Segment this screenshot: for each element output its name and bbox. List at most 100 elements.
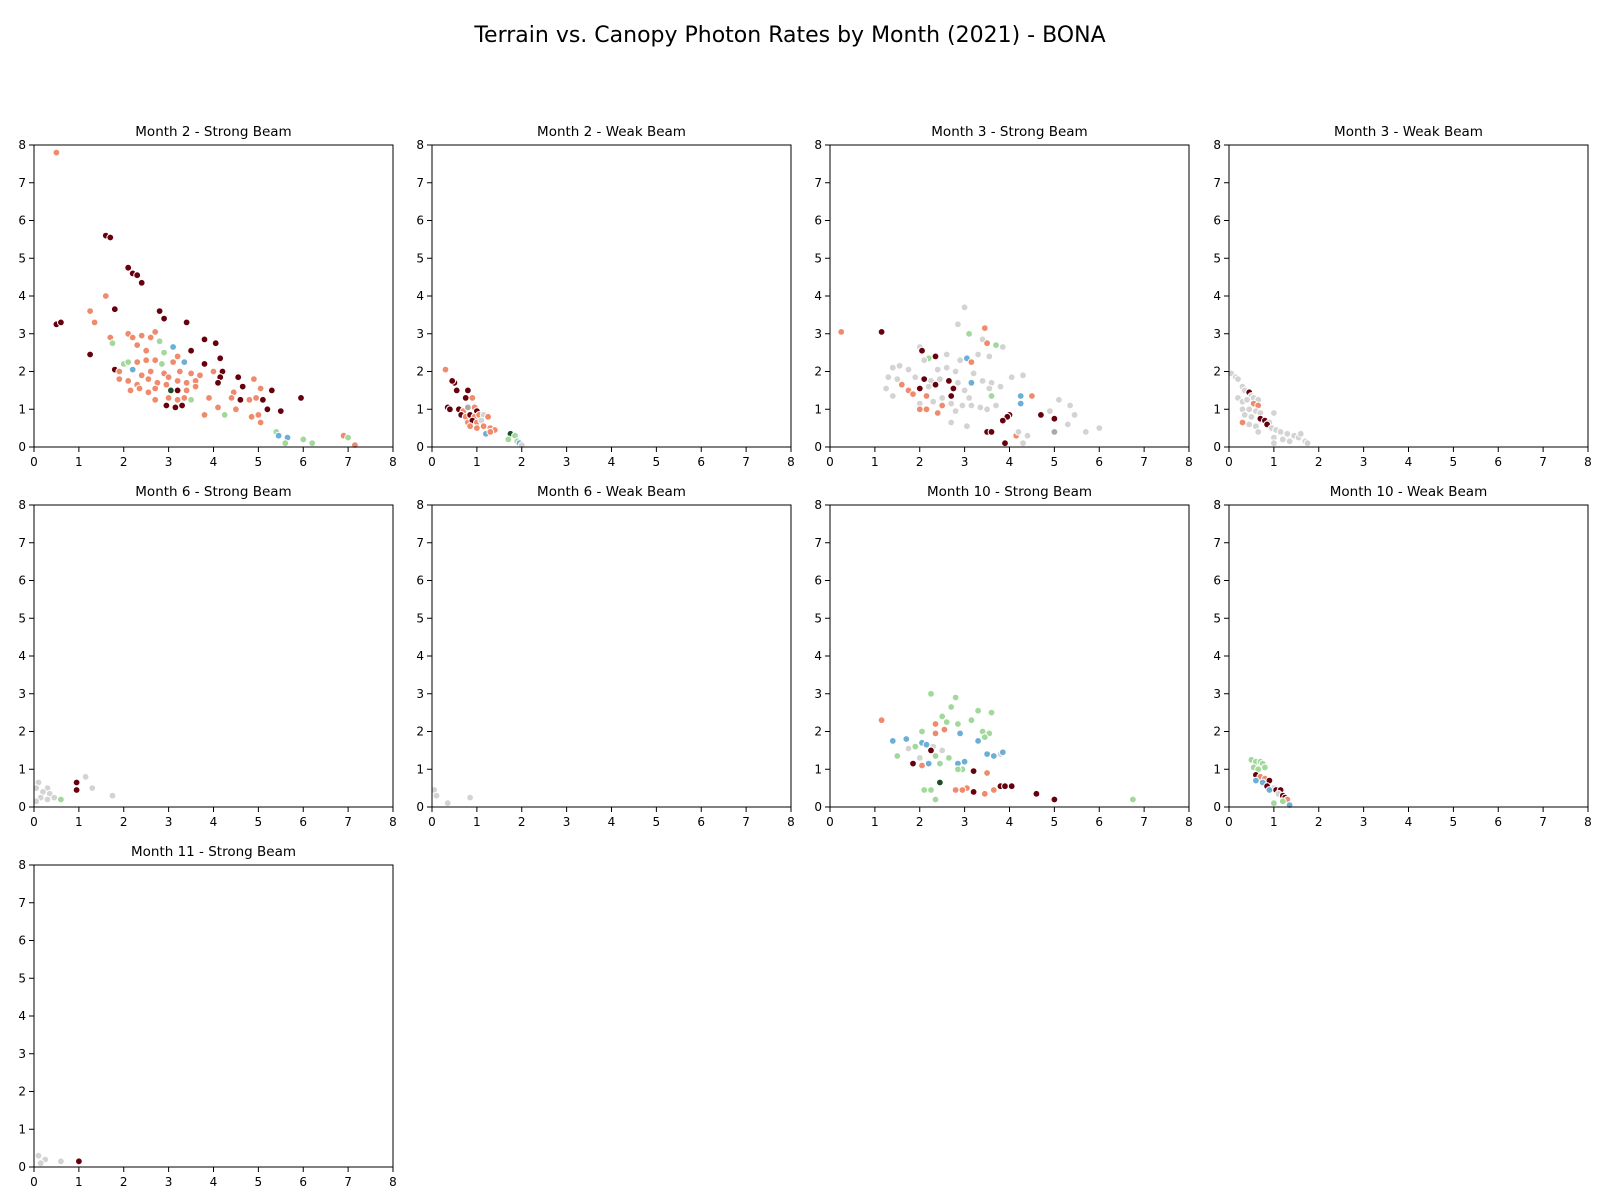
data-point bbox=[922, 405, 931, 414]
data-point bbox=[211, 339, 220, 348]
scatter-panel: Month 10 - Weak Beam 0 1 2 3 4 5 6 7 8 0 1 2 3 4 5 6 7 8 bbox=[1213, 484, 1591, 829]
y-tick-label: 3 bbox=[814, 327, 822, 341]
data-point bbox=[954, 320, 962, 329]
data-point bbox=[920, 786, 929, 794]
x-tick-label: 3 bbox=[1360, 455, 1368, 469]
data-point bbox=[216, 354, 225, 363]
data-point bbox=[1234, 375, 1242, 384]
data-point bbox=[75, 1157, 83, 1166]
data-point bbox=[86, 307, 94, 316]
data-point bbox=[938, 712, 947, 721]
data-point bbox=[452, 386, 461, 395]
data-point bbox=[877, 716, 886, 725]
data-point bbox=[308, 439, 317, 448]
data-point bbox=[1278, 435, 1287, 444]
data-point bbox=[998, 748, 1007, 757]
data-point bbox=[106, 233, 115, 242]
x-tick-label: 2 bbox=[916, 455, 924, 469]
data-point bbox=[985, 384, 994, 393]
x-tick-label: 8 bbox=[389, 815, 397, 829]
data-point bbox=[466, 793, 475, 802]
data-point bbox=[918, 727, 926, 736]
data-point bbox=[1303, 439, 1312, 448]
data-point bbox=[137, 371, 146, 380]
data-point bbox=[938, 401, 947, 410]
axes-frame bbox=[829, 504, 1190, 808]
data-point bbox=[884, 373, 893, 382]
data-point bbox=[57, 318, 65, 327]
data-point bbox=[274, 431, 283, 440]
data-point bbox=[101, 292, 110, 300]
y-tick-label: 4 bbox=[18, 289, 26, 303]
data-point bbox=[893, 375, 902, 384]
panel-title: Month 6 - Weak Beam bbox=[537, 484, 686, 500]
data-point bbox=[951, 693, 960, 702]
x-tick-label: 0 bbox=[30, 815, 38, 829]
data-point bbox=[938, 746, 947, 755]
data-point bbox=[1050, 414, 1059, 423]
data-point bbox=[133, 341, 142, 350]
x-tick-label: 6 bbox=[1494, 815, 1502, 829]
data-point bbox=[252, 394, 261, 402]
data-point bbox=[1007, 373, 1016, 382]
data-point bbox=[915, 405, 924, 414]
data-point bbox=[989, 752, 998, 760]
data-point bbox=[220, 411, 229, 419]
data-point bbox=[182, 378, 191, 387]
x-tick-label: 2 bbox=[518, 455, 526, 469]
data-point bbox=[50, 793, 59, 802]
data-point bbox=[232, 405, 240, 414]
y-tick-label: 1 bbox=[18, 762, 26, 776]
data-point bbox=[1050, 795, 1059, 804]
data-point bbox=[151, 328, 160, 336]
y-tick-label: 7 bbox=[1213, 536, 1221, 550]
data-point bbox=[1070, 411, 1079, 419]
data-point bbox=[933, 409, 942, 417]
data-point bbox=[980, 733, 989, 742]
x-tick-label: 6 bbox=[1095, 815, 1103, 829]
x-tick-label: 1 bbox=[473, 455, 481, 469]
scatter-panel: Month 11 - Strong Beam 0 1 2 3 4 5 6 7 8 0 1 2 3 4 5 6 7 8 bbox=[18, 844, 396, 1189]
x-tick-label: 7 bbox=[344, 1175, 352, 1189]
data-point bbox=[142, 356, 151, 365]
y-tick-label: 2 bbox=[18, 1085, 26, 1099]
axes-frame bbox=[431, 504, 792, 808]
data-point bbox=[967, 378, 976, 387]
x-tick-label: 4 bbox=[608, 455, 616, 469]
data-point bbox=[1019, 371, 1027, 380]
data-point bbox=[1261, 763, 1269, 772]
data-point bbox=[200, 411, 209, 419]
x-tick-label: 4 bbox=[1006, 455, 1014, 469]
data-point bbox=[924, 759, 933, 768]
data-point bbox=[1265, 786, 1274, 794]
x-tick-label: 1 bbox=[871, 455, 879, 469]
y-tick-label: 7 bbox=[814, 536, 822, 550]
data-point bbox=[1007, 782, 1016, 791]
y-tick-label: 7 bbox=[18, 536, 26, 550]
y-tick-label: 4 bbox=[814, 289, 822, 303]
data-point bbox=[205, 394, 213, 402]
y-tick-label: 0 bbox=[1213, 440, 1221, 454]
data-point bbox=[992, 341, 1000, 350]
data-point bbox=[187, 395, 196, 404]
data-point bbox=[888, 392, 897, 400]
x-tick-label: 1 bbox=[75, 1175, 83, 1189]
axes-frame bbox=[1228, 144, 1589, 448]
y-tick-label: 6 bbox=[814, 574, 822, 588]
data-point bbox=[162, 401, 171, 410]
data-point bbox=[158, 360, 166, 368]
data-point bbox=[160, 348, 169, 357]
x-tick-label: 3 bbox=[961, 815, 969, 829]
data-point bbox=[920, 356, 929, 365]
panel-title: Month 2 - Weak Beam bbox=[537, 124, 686, 140]
data-point bbox=[956, 356, 964, 365]
data-point bbox=[128, 333, 137, 342]
x-tick-label: 0 bbox=[1225, 455, 1233, 469]
data-point bbox=[1032, 789, 1041, 798]
data-point bbox=[254, 411, 263, 419]
data-point bbox=[34, 1151, 43, 1160]
y-tick-label: 3 bbox=[18, 1047, 26, 1061]
x-tick-label: 7 bbox=[344, 815, 352, 829]
data-point bbox=[238, 382, 247, 391]
data-point bbox=[947, 399, 956, 408]
